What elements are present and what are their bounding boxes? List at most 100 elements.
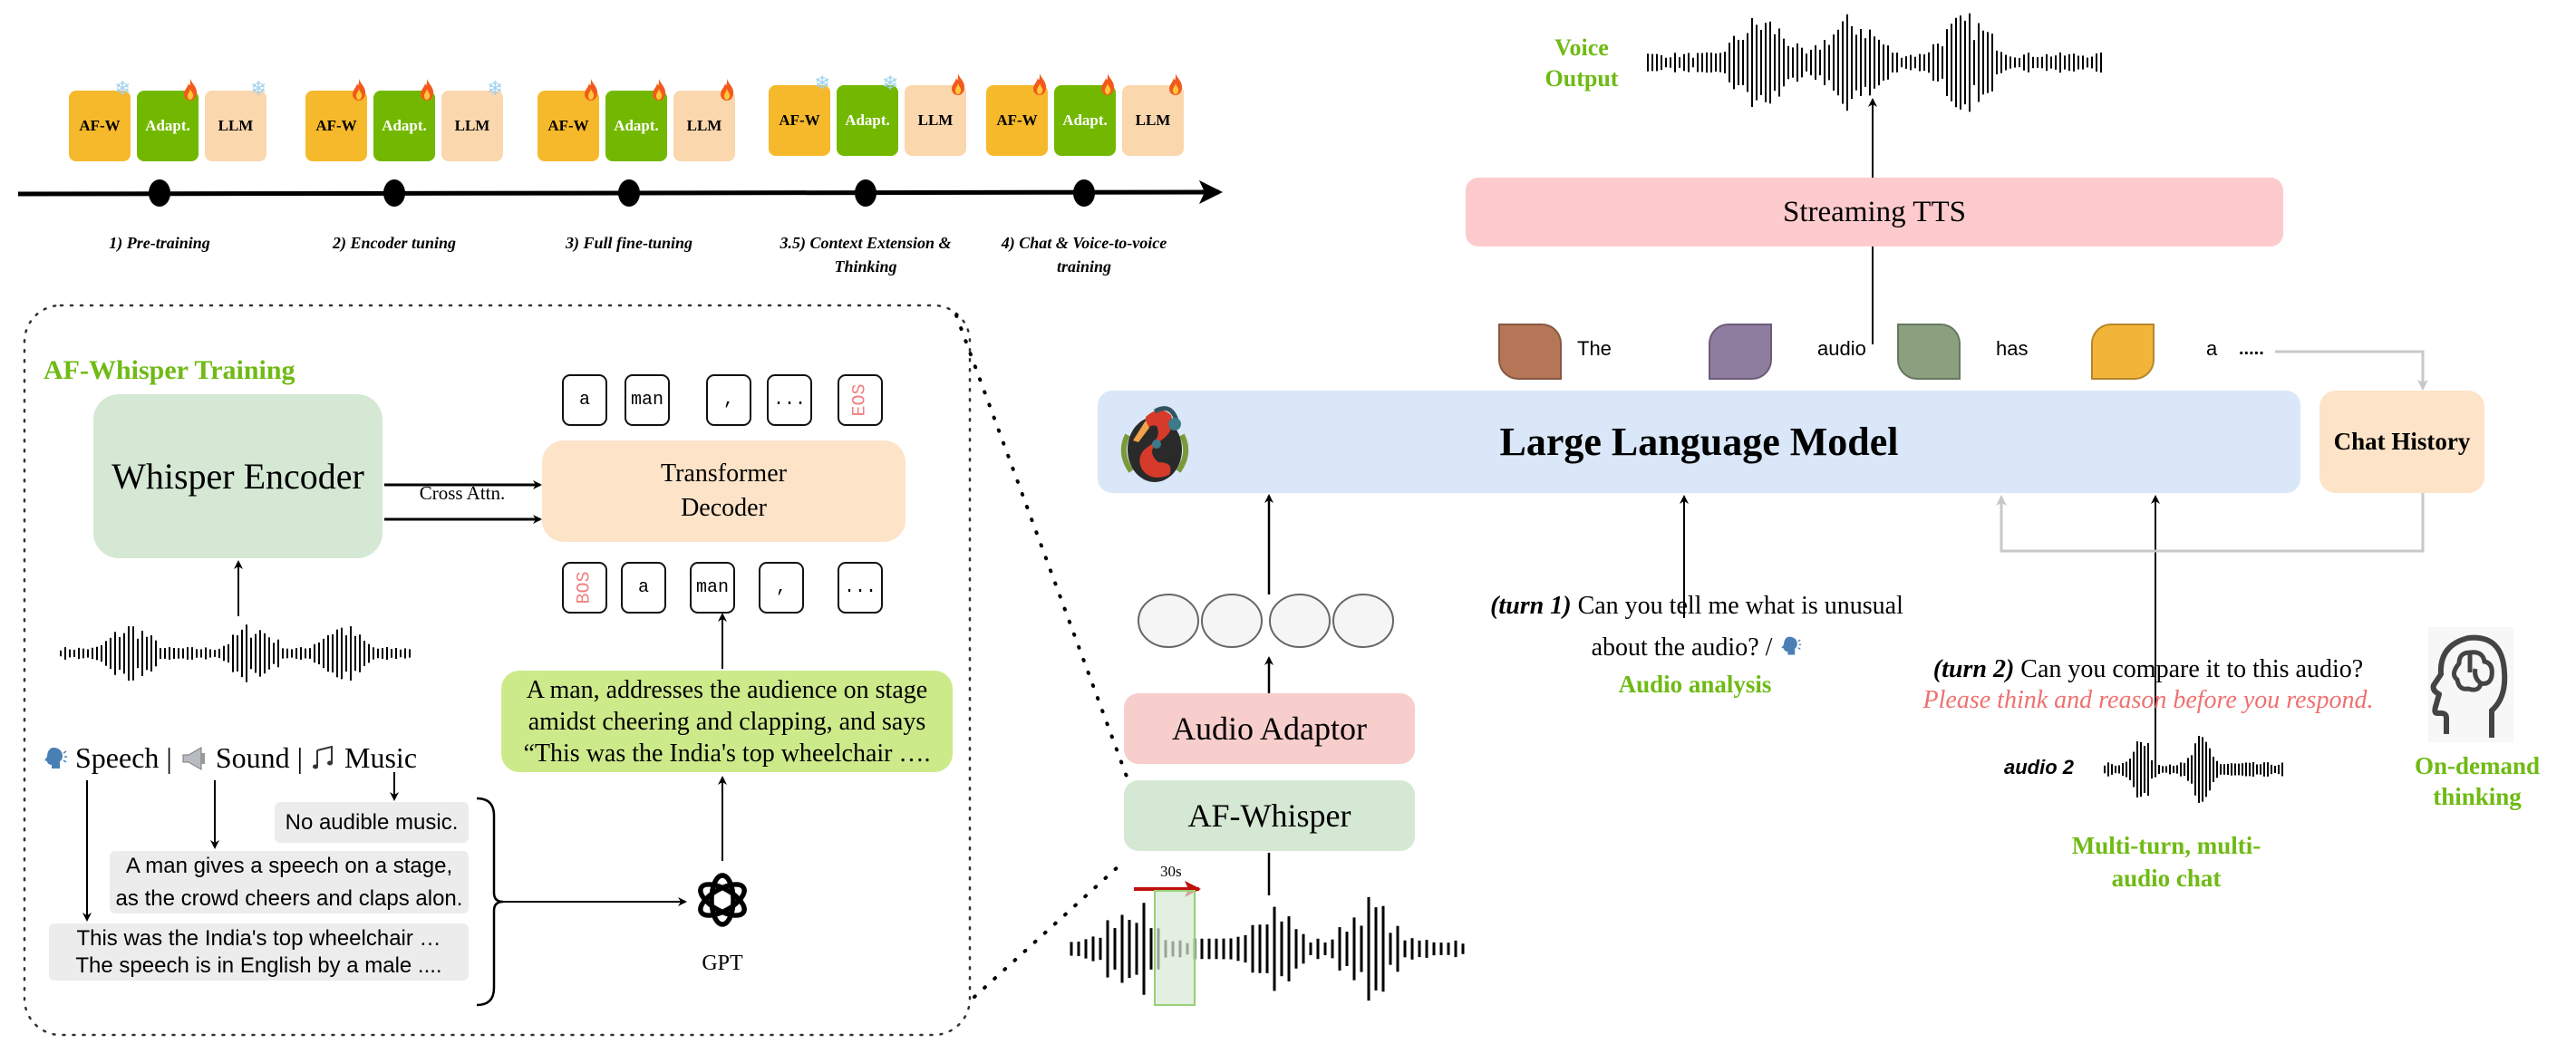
whisper-encoder-block: Whisper Encoder — [93, 394, 383, 558]
audio-embedding-circle — [1332, 594, 1394, 648]
think-instruction: Please think and reason before you respo… — [1922, 686, 2374, 714]
window-30s-label: 30s — [1160, 863, 1182, 880]
multiturn-label: Multi-turn, multi- audio chat — [2030, 829, 2302, 894]
snowflake-icon: ❄ — [250, 78, 267, 101]
thinking-line1: On-demand — [2414, 752, 2541, 779]
long-audio-waveform — [1070, 896, 1465, 1001]
af-whisper-block: AF-Whisper — [1124, 780, 1415, 851]
fire-icon — [583, 78, 599, 106]
stage-block-llm: LLM — [205, 91, 266, 161]
stage-block-adp: Adapt. — [1054, 85, 1116, 156]
token-box: man — [690, 562, 735, 614]
input-waveform — [60, 624, 411, 682]
token-text: , — [722, 390, 734, 411]
token-box: ... — [767, 374, 812, 426]
music-label: Music — [344, 741, 418, 774]
music-caption: No audible music. — [275, 802, 469, 843]
turn1-prompt: (turn 1) Can you tell me what is unusual… — [1487, 585, 1907, 669]
voice-output-line2: Output — [1545, 65, 1619, 92]
stage-block-afw: AF-W — [537, 91, 599, 161]
fire-icon — [1167, 72, 1184, 101]
30s-window-highlight — [1154, 890, 1196, 1006]
turn2-text: Can you compare it to this audio? — [2020, 655, 2364, 683]
speaking-head-icon — [44, 747, 67, 768]
multiturn-line1: Multi-turn, multi- — [2071, 832, 2261, 859]
fire-icon — [1099, 72, 1116, 101]
snowflake-icon: ❄ — [114, 78, 131, 101]
afwhisper-training-frame — [23, 304, 972, 1037]
brain-head-icon — [2428, 627, 2513, 742]
stage-label: 2) Encoder tuning — [332, 234, 457, 252]
turn1-text-line2: about the audio? / — [1591, 633, 1773, 662]
token-text: man — [695, 577, 729, 598]
token-box: , — [706, 374, 751, 426]
token-box: ... — [838, 562, 883, 614]
speech-caption-line1: This was the India's top wheelchair … — [76, 925, 441, 951]
fire-icon — [1031, 72, 1048, 101]
stage-block-adp: Adapt. — [605, 91, 667, 161]
snowflake-icon: ❄ — [487, 78, 504, 101]
token-text: , — [775, 577, 787, 598]
token-text: ... — [772, 390, 806, 411]
cross-attn-label: Cross Attn. — [419, 482, 506, 504]
audio-embedding-circle — [1269, 594, 1331, 648]
output-token-text: has — [1996, 337, 2029, 360]
turn1-text-line1: Can you tell me what is unusual — [1577, 592, 1903, 620]
flamingo-logo-icon — [1120, 406, 1189, 482]
audio2-label: audio 2 — [2004, 756, 2075, 778]
stage-block-afw: AF-W — [986, 85, 1048, 156]
fire-icon — [651, 78, 667, 106]
transformer-decoder-block: Transformer Decoder — [542, 440, 905, 542]
separator: | — [166, 741, 172, 774]
voice-output-label: Voice Output — [1532, 33, 1632, 94]
turn2-tag: (turn 2) — [1932, 655, 2015, 683]
fire-icon — [950, 72, 966, 101]
token-box: a — [562, 374, 607, 426]
snowflake-icon: ❄ — [882, 72, 899, 95]
sound-caption: A man gives a speech on a stage, as the … — [110, 851, 469, 914]
token-embedding-block — [1709, 324, 1772, 380]
token-text: ... — [843, 577, 876, 598]
stage-dot — [149, 179, 170, 207]
output-token-text: audio — [1817, 337, 1866, 360]
token-box: EOS — [838, 374, 883, 426]
stage-block-adp: Adapt. — [137, 91, 199, 161]
stage-label: 4) Chat & Voice-to-voice training — [1001, 234, 1167, 276]
fire-icon — [419, 78, 435, 106]
token-ellipsis: ..... — [2239, 339, 2264, 359]
stage-dot — [383, 179, 405, 207]
llm-block: Large Language Model — [1098, 391, 2300, 493]
speech-caption-line2: The speech is in English by a male .... — [75, 952, 442, 978]
token-embedding-block — [1498, 324, 1562, 380]
gpt-label: GPT — [702, 952, 743, 975]
stage-block-llm: LLM — [673, 91, 735, 161]
token-text: a — [637, 577, 649, 598]
fire-icon — [719, 78, 735, 106]
separator: | — [296, 741, 304, 774]
combined-caption-box: A man, addresses the audience on stage a… — [501, 671, 953, 772]
speaking-head-icon — [1781, 636, 1802, 655]
audio-embedding-circle — [1138, 594, 1199, 648]
decoder-label-line1: Transformer — [661, 459, 787, 488]
stage-block-llm: LLM — [1122, 85, 1184, 156]
openai-gpt-logo-icon — [698, 873, 747, 927]
stage-block-llm: LLM — [441, 91, 503, 161]
stage-block-afw: AF-W — [769, 85, 830, 156]
output-token-text: The — [1577, 337, 1612, 360]
modality-row: Speech | Sound | Music — [41, 741, 417, 775]
token-text: BOS — [574, 571, 596, 604]
token-text: a — [578, 390, 590, 411]
audio2-waveform — [2104, 736, 2283, 803]
token-text: man — [630, 390, 663, 411]
multiturn-line2: audio chat — [2111, 865, 2222, 892]
thinking-line2: thinking — [2433, 783, 2522, 810]
stage-dot — [618, 179, 640, 207]
stage-label: 1) Pre-training — [109, 234, 210, 252]
audio-adaptor-block: Audio Adaptor — [1124, 693, 1415, 764]
token-text: EOS — [849, 383, 871, 417]
on-demand-thinking-label: On-demand thinking — [2396, 750, 2559, 812]
chat-history-block: Chat History — [2319, 391, 2484, 493]
fire-icon — [182, 78, 199, 106]
